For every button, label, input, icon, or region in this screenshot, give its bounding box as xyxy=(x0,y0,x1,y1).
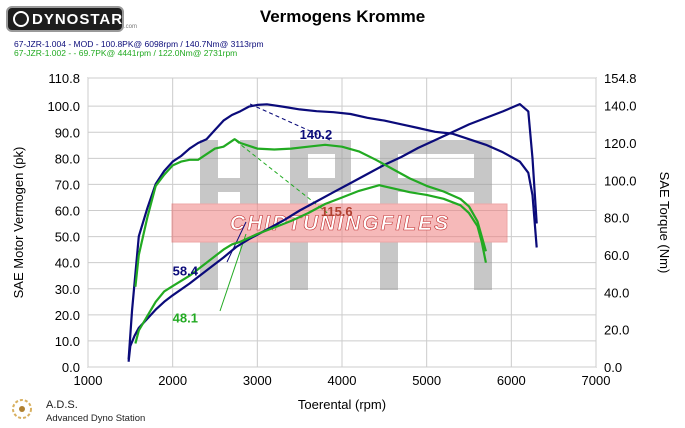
footer-brand: A.D.S. xyxy=(46,399,78,411)
footer-subtitle: Advanced Dyno Station xyxy=(46,413,146,424)
x-tick-label: 1000 xyxy=(74,373,103,388)
logo-subtext: .com xyxy=(124,24,138,30)
y-tick-label: 0.0 xyxy=(62,360,80,375)
y2-tick-label: 120.0 xyxy=(604,136,637,151)
y2-tick-label: 154.8 xyxy=(604,71,637,86)
y2-tick-label: 100.0 xyxy=(604,173,637,188)
y2-tick-label: 80.0 xyxy=(604,211,629,226)
y2-axis-label: SAE Torque (Nm) xyxy=(657,172,672,274)
ads-logo-icon xyxy=(12,399,32,419)
chart-title: Vermogens Kromme xyxy=(259,7,426,26)
y-tick-label: 90.0 xyxy=(55,125,80,140)
y2-tick-label: 40.0 xyxy=(604,285,629,300)
series-layer xyxy=(127,103,538,362)
x-tick-label: 3000 xyxy=(243,373,272,388)
run1-legend: 67-JZR-1.004 - MOD - 100.8PK@ 6098rpm / … xyxy=(14,39,264,49)
data-label: 58.4 xyxy=(173,264,199,279)
x-axis-label: Toerental (rpm) xyxy=(298,397,386,412)
run2-legend: 67-JZR-1.002 - - 69.7PK@ 4441rpm / 122.0… xyxy=(14,48,238,58)
y-tick-label: 110.8 xyxy=(48,71,80,86)
y-tick-label: 80.0 xyxy=(55,151,80,166)
y-tick-label: 50.0 xyxy=(55,230,80,245)
watermark-letter-block xyxy=(200,178,258,192)
series-line-run2-torque xyxy=(134,138,487,287)
y2-tick-label: 60.0 xyxy=(604,248,629,263)
data-label: 48.1 xyxy=(173,311,198,326)
watermark-letter-block xyxy=(380,140,490,154)
watermark-band xyxy=(171,203,508,243)
y2-tick-label: 140.0 xyxy=(604,99,637,114)
y-axis-label: SAE Motor Vermogen (pk) xyxy=(11,147,26,299)
x-tick-label: 7000 xyxy=(582,373,611,388)
watermark xyxy=(171,140,508,290)
x-tick-label: 6000 xyxy=(497,373,526,388)
logo-text: DYNOSTAR xyxy=(32,11,124,28)
x-tick-label: 2000 xyxy=(158,373,187,388)
annotation-layer: 140.2 115.6 58.4 48.1 xyxy=(173,127,353,325)
y-tick-label: 10.0 xyxy=(55,334,80,349)
dynostar-logo: DYNOSTAR xyxy=(6,6,124,32)
watermark-letter-block xyxy=(380,178,490,192)
data-label: 140.2 xyxy=(300,127,333,142)
data-label: 115.6 xyxy=(321,204,353,219)
series-line-run1-torque xyxy=(127,103,538,360)
logo-ring-icon xyxy=(13,11,29,27)
watermark-letter-block xyxy=(335,140,351,192)
watermark-text: CHIPTUNINGFILES xyxy=(230,212,450,235)
series-line-run1-power xyxy=(127,103,538,362)
axes-layer: 1000 2000 3000 4000 5000 6000 70000.010.020.03… xyxy=(47,71,636,388)
y2-tick-label: 0.0 xyxy=(604,360,622,375)
y-tick-label: 60.0 xyxy=(55,204,80,219)
y-tick-label: 100.0 xyxy=(47,99,80,114)
y-tick-label: 70.0 xyxy=(55,177,80,192)
x-tick-label: 5000 xyxy=(412,373,441,388)
y-tick-label: 20.0 xyxy=(55,308,80,323)
x-tick-label: 4000 xyxy=(328,373,357,388)
y-tick-label: 30.0 xyxy=(55,282,80,297)
y2-tick-label: 20.0 xyxy=(604,323,629,338)
axis-labels: Toerental (rpm) SAE Motor Vermogen (pk) SA… xyxy=(11,147,672,412)
leader-line-torque-run1 xyxy=(249,103,331,141)
series-line-run2-power xyxy=(134,184,487,344)
leader-line-power-run2 xyxy=(219,233,247,312)
y-tick-label: 40.0 xyxy=(55,256,80,271)
